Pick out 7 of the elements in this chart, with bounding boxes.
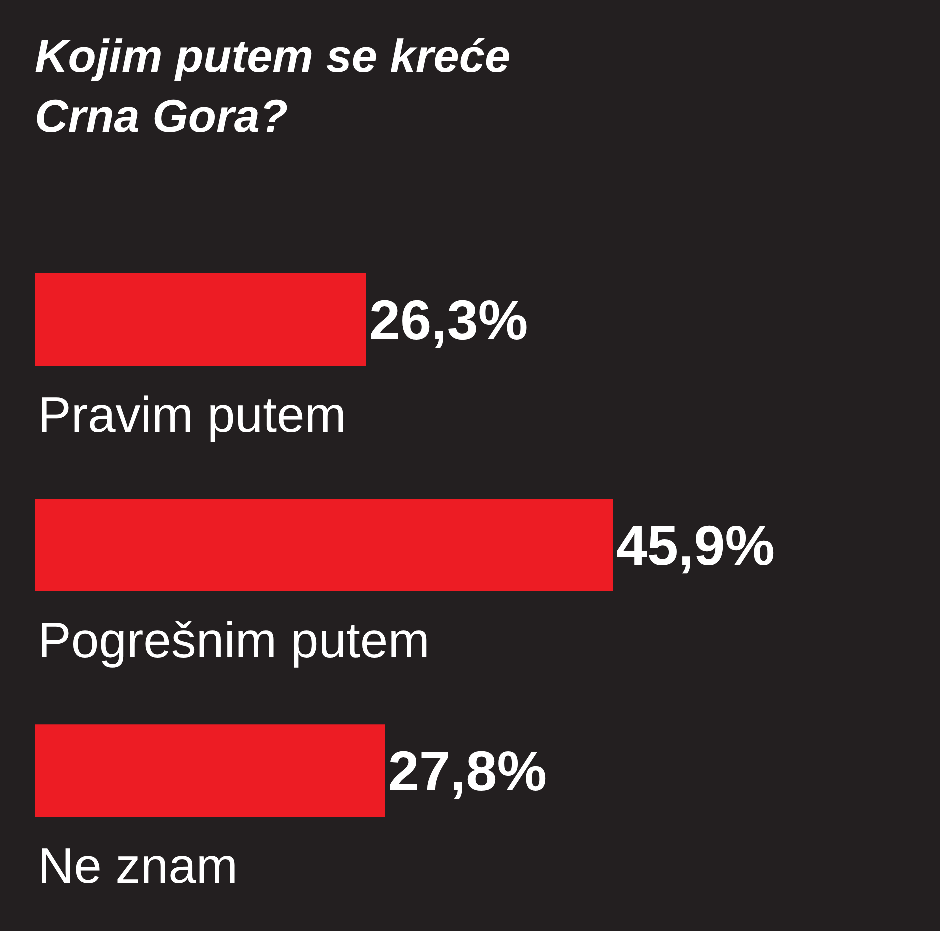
data-label: 45,9% [616,514,776,577]
data-label: 27,8% [388,739,548,802]
y-tick-label: Pravim putem [38,387,346,443]
y-tick-label: Ne znam [38,838,238,894]
y-tick-label: Pogrešnim putem [38,612,430,669]
chart-title: Kojim putem se kreće Crna Gora? [35,30,511,142]
data-label: 26,3% [369,288,528,352]
